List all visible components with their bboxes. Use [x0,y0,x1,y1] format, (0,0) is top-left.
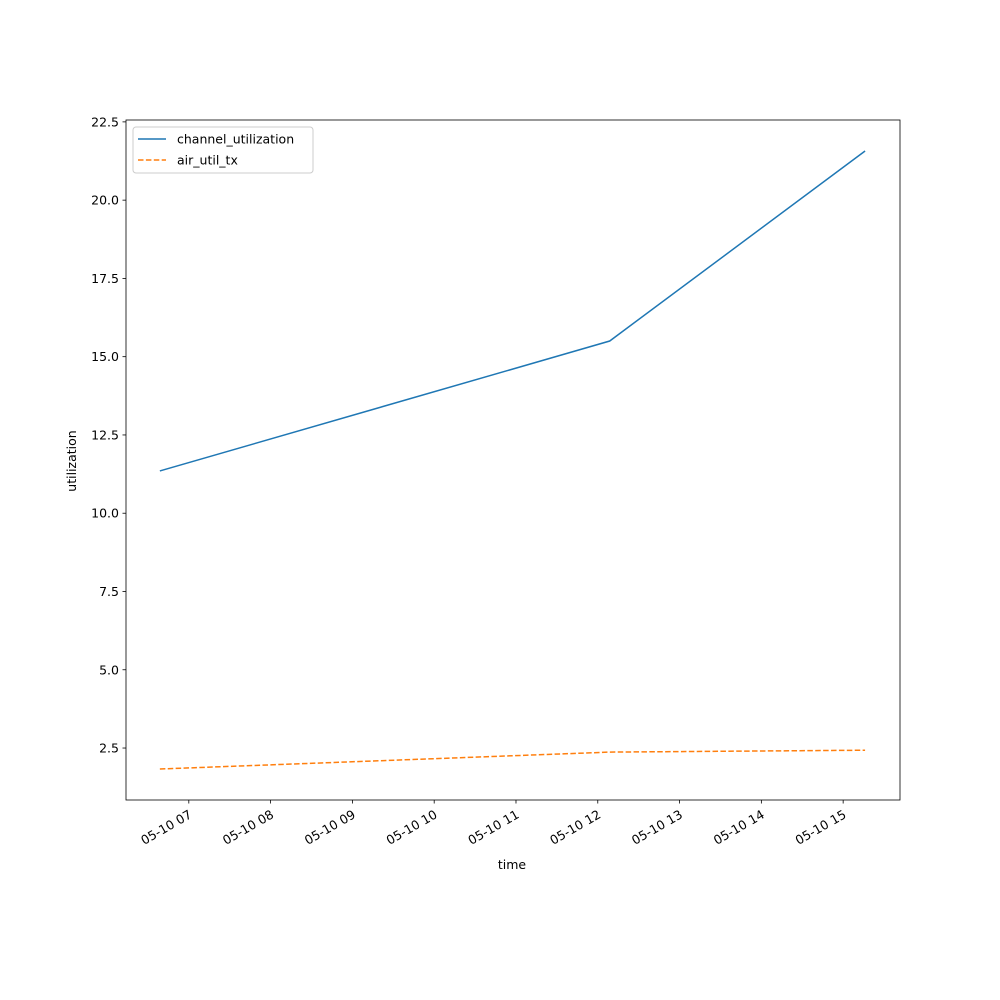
y-tick-label: 20.0 [91,193,119,208]
y-tick-label: 2.5 [99,741,119,756]
legend-label: air_util_tx [177,153,238,168]
legend-label: channel_utilization [177,132,294,147]
x-tick-label: 05-10 07 [138,807,194,848]
legend-box [132,126,314,174]
line-series [159,749,866,770]
x-tick-label: 05-10 14 [711,807,767,848]
y-tick-label: 22.5 [91,114,119,129]
x-tick-label: 05-10 11 [465,807,521,848]
line-series [159,150,866,472]
x-axis-label: time [498,857,527,872]
x-tick-label: 05-10 12 [547,807,603,848]
y-tick-label: 7.5 [99,584,119,599]
y-tick-label: 17.5 [91,271,119,286]
y-tick-label: 15.0 [91,349,119,364]
x-tick-label: 05-10 09 [302,807,358,848]
x-tick-label: 05-10 10 [384,807,440,848]
x-tick-label: 05-10 15 [792,807,848,848]
y-tick-label: 5.0 [99,662,119,677]
y-tick-label: 12.5 [91,427,119,442]
plot-frame [125,119,901,801]
y-tick-label: 10.0 [91,506,119,521]
y-axis-label: utilization [64,430,79,491]
x-tick-label: 05-10 13 [629,807,685,848]
x-tick-label: 05-10 08 [220,807,276,848]
